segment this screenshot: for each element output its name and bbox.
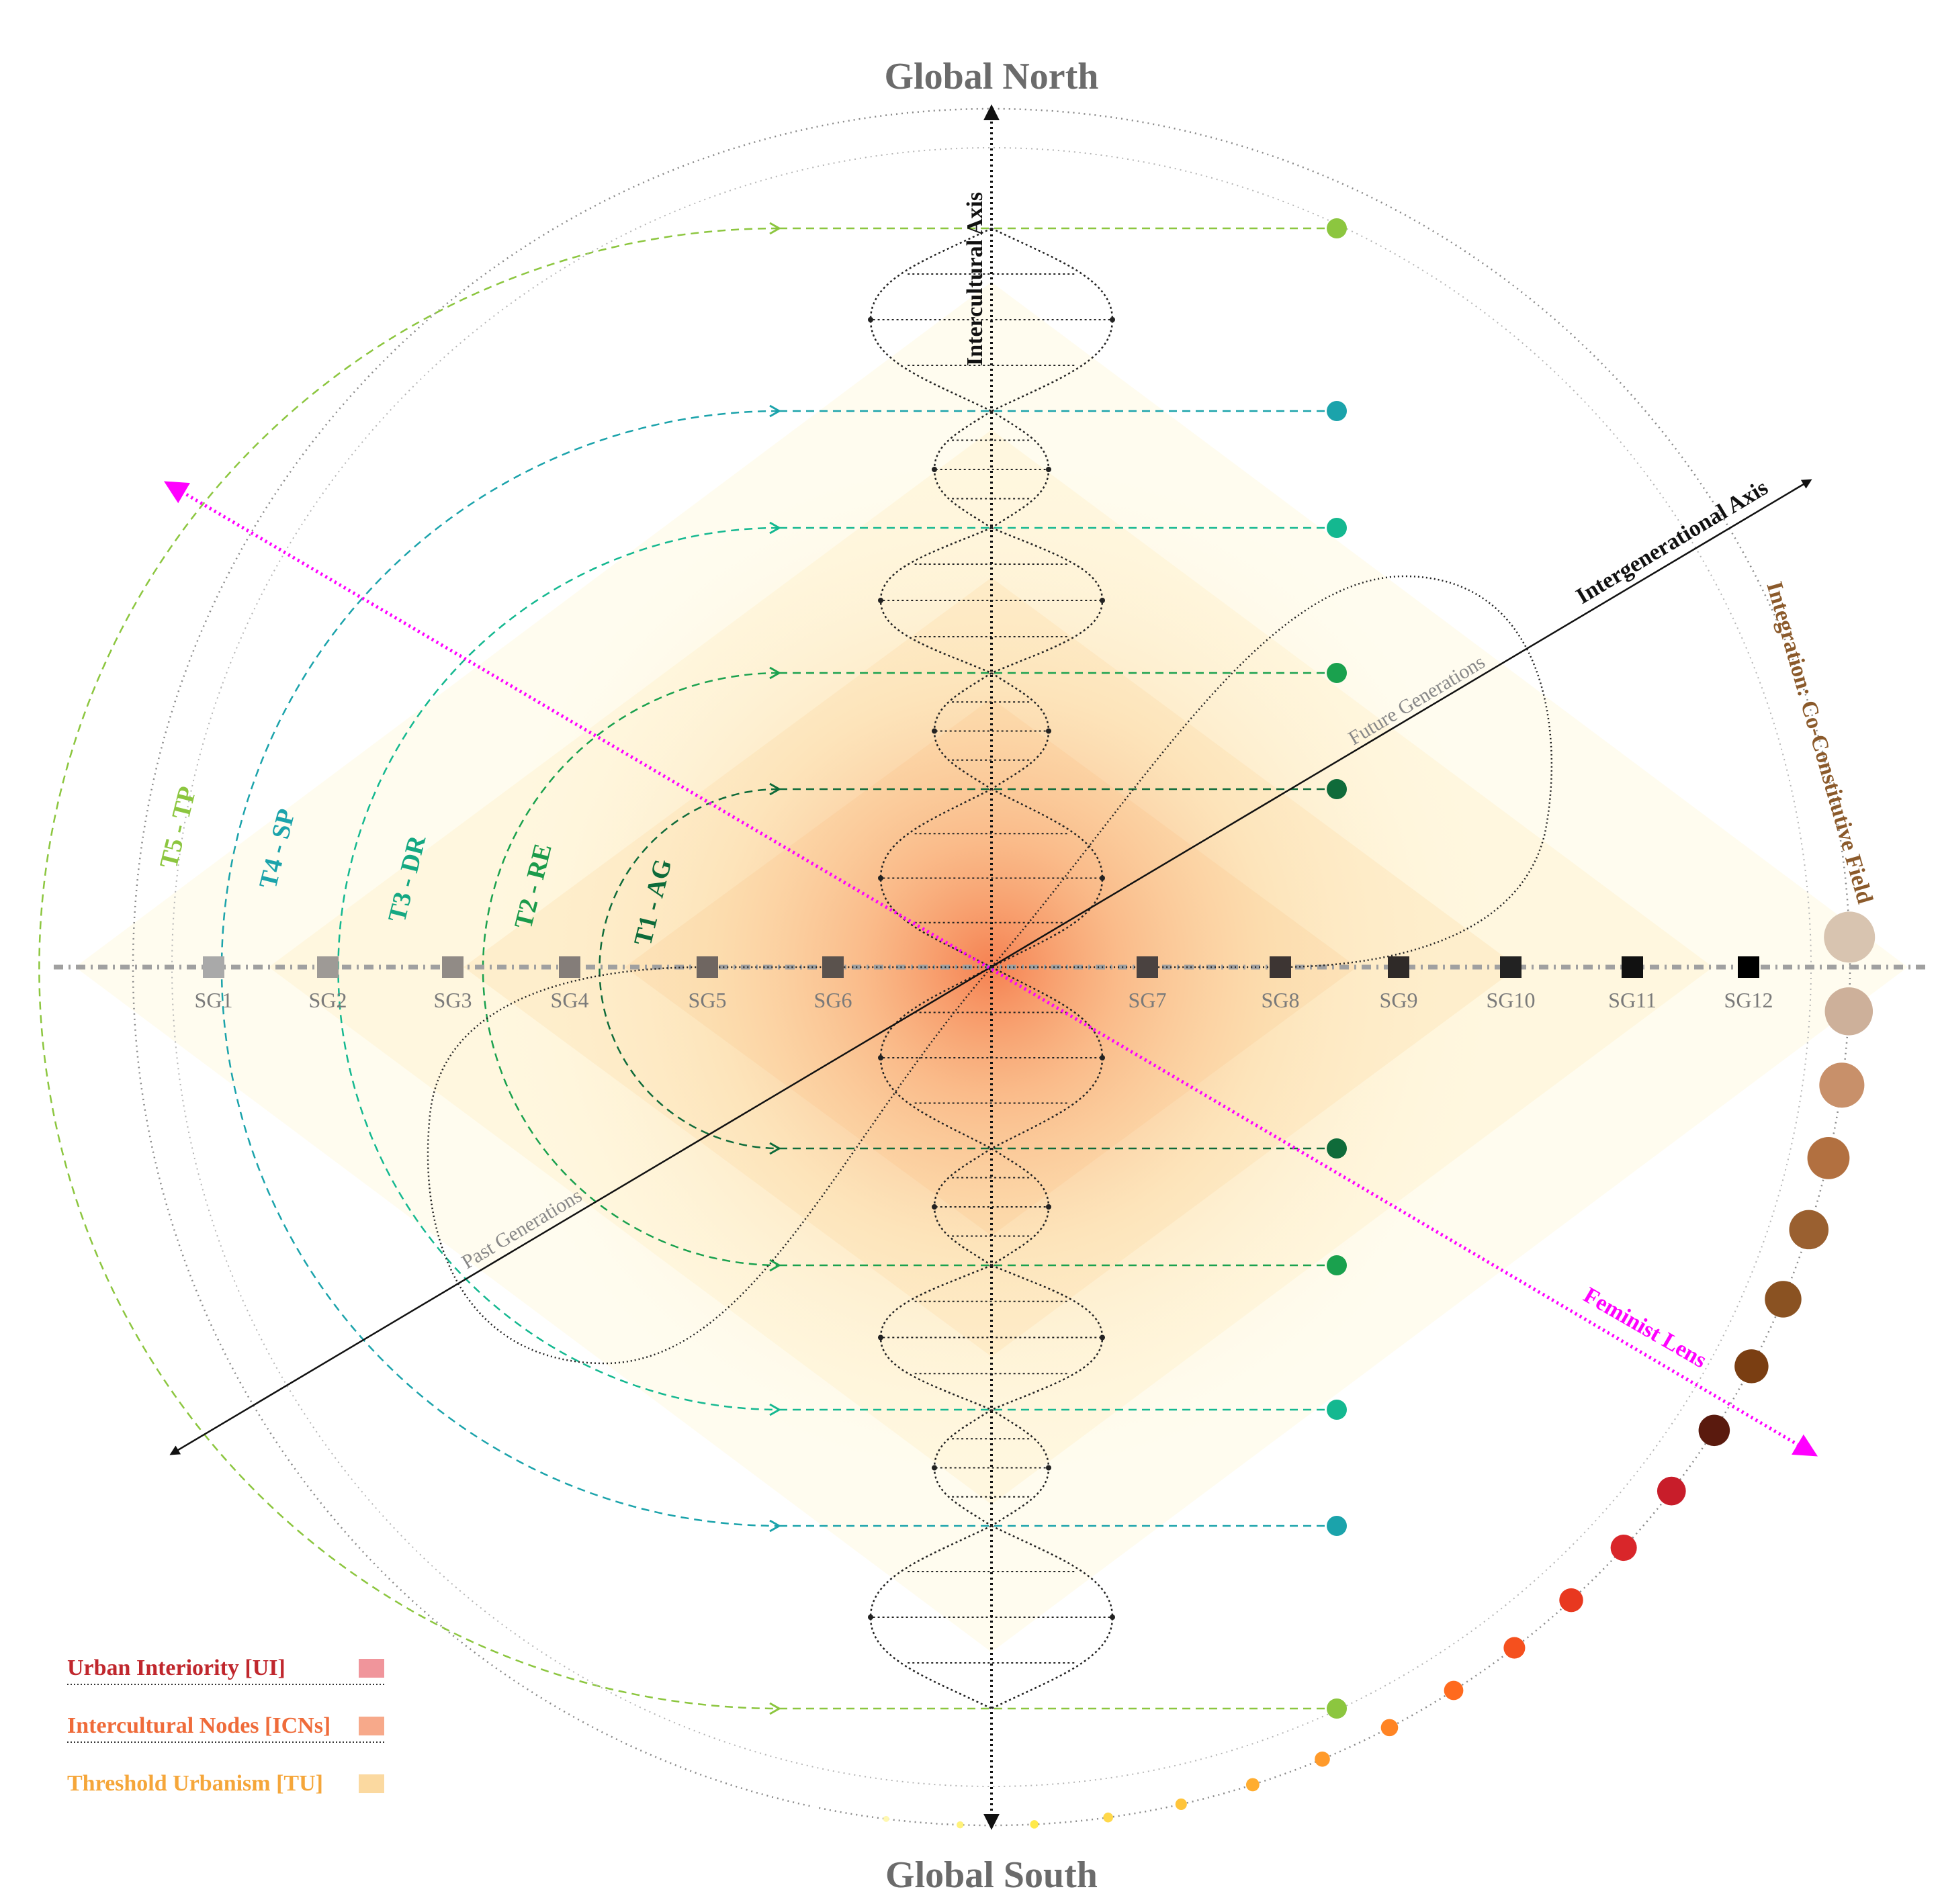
- integration-dot: [1315, 1751, 1330, 1767]
- helix-dot: [1046, 728, 1051, 734]
- sg-label: SG12: [1724, 988, 1773, 1012]
- integration-dot: [1824, 911, 1876, 963]
- integration-dot: [1380, 1719, 1399, 1737]
- helix-dot: [1046, 1465, 1051, 1471]
- integration-dot: [1103, 1812, 1113, 1823]
- sg-label: SG3: [434, 988, 472, 1012]
- sg-label: SG7: [1129, 988, 1167, 1012]
- tier-label-t5: T5 - TP: [155, 784, 202, 871]
- tier-node-dot: [1327, 401, 1347, 421]
- helix-dot: [1046, 1204, 1051, 1210]
- helix-dot: [1100, 875, 1105, 881]
- legend-item-ui: Urban Interiority [UI]: [67, 1656, 384, 1685]
- tier-node-dot: [1327, 218, 1347, 238]
- integration-dot: [810, 1804, 816, 1810]
- sg-marker: [1388, 956, 1409, 978]
- sg-marker: [559, 956, 580, 978]
- intergenerational-axis-label: Intergenerational Axis: [1572, 475, 1772, 609]
- integration-dot: [1245, 1778, 1260, 1792]
- integration-dot: [1698, 1414, 1730, 1447]
- integration-dot: [1765, 1281, 1802, 1318]
- sg-marker: [1270, 956, 1291, 978]
- legend-swatch-tu: [359, 1774, 384, 1793]
- feminist-lens-line: [163, 481, 1818, 1457]
- tier-node-dot: [1327, 663, 1347, 683]
- integration-dot: [1503, 1637, 1526, 1659]
- legend-label-tu: Threshold Urbanism [TU]: [67, 1771, 323, 1796]
- helix-dot: [1100, 1334, 1105, 1341]
- integration-dots: [810, 911, 1876, 1829]
- helix-dot: [1046, 467, 1051, 472]
- sg-label: SG10: [1487, 988, 1536, 1012]
- sg-marker: [1137, 956, 1158, 978]
- tier-node-dot: [1327, 1138, 1347, 1159]
- sg-marker: [697, 956, 718, 978]
- integration-dot: [1559, 1588, 1583, 1613]
- integration-dot: [1175, 1798, 1187, 1810]
- legend-swatch-ui: [359, 1659, 384, 1678]
- integration-dot: [1444, 1680, 1464, 1701]
- integration-dot: [1030, 1820, 1039, 1829]
- tier-node-dot: [1327, 518, 1347, 538]
- legend-swatch-icn: [359, 1717, 384, 1735]
- legend: Urban Interiority [UI] Intercultural Nod…: [67, 1656, 384, 1796]
- sg-label: SG2: [309, 988, 347, 1012]
- sg-marker: [317, 956, 339, 978]
- global-south-label: Global South: [885, 1854, 1098, 1896]
- sg-label: SG9: [1380, 988, 1418, 1012]
- helix-dot: [932, 467, 937, 472]
- sg-marker: [442, 956, 464, 978]
- sg-marker: [1738, 956, 1759, 978]
- intercultural-axis-label: Intercultural Axis: [963, 192, 987, 366]
- sg-marker: [203, 956, 224, 978]
- sg-label: SG5: [689, 988, 727, 1012]
- integration-label: Integration: Co-Constitutive Field: [1761, 579, 1878, 907]
- legend-label-ui: Urban Interiority [UI]: [67, 1656, 285, 1680]
- tier-nodes: [1327, 218, 1347, 1719]
- helix-dot: [878, 598, 883, 603]
- tier-node-dot: [1327, 1255, 1347, 1275]
- legend-label-icn: Intercultural Nodes [ICNs]: [67, 1713, 330, 1738]
- tier-node-dot: [1327, 1516, 1347, 1536]
- legend-item-icn: Intercultural Nodes [ICNs]: [67, 1713, 384, 1743]
- helix-dot: [878, 1055, 883, 1060]
- legend-item-tu: Threshold Urbanism [TU]: [67, 1771, 384, 1796]
- sg-marker: [822, 956, 844, 978]
- helix-dot: [868, 317, 873, 322]
- tier-arc: [38, 227, 780, 1710]
- integration-dot: [1789, 1210, 1829, 1250]
- sg-label: SG1: [195, 988, 233, 1012]
- sg-label: SG11: [1608, 988, 1657, 1012]
- integration-dot: [883, 1815, 889, 1822]
- helix-dot: [878, 1334, 883, 1341]
- helix-dot: [1110, 1615, 1115, 1620]
- sg-label: SG6: [814, 988, 852, 1012]
- integration-dot: [1610, 1535, 1637, 1561]
- integration-dot: [1734, 1349, 1769, 1384]
- integration-dot: [1807, 1136, 1850, 1179]
- tier-node-dot: [1327, 779, 1347, 799]
- helix-dot: [1110, 317, 1115, 322]
- helix-dot: [1100, 1055, 1105, 1060]
- global-north-label: Global North: [885, 56, 1099, 97]
- integration-dot: [1824, 987, 1873, 1036]
- helix-dot: [932, 1465, 937, 1471]
- sg-label: SG4: [551, 988, 589, 1012]
- sg-markers: SG1 SG2 SG3 SG4 SG5 SG6 SG7 SG8 SG9 SG10 SG11 SG12: [195, 956, 1773, 1012]
- integration-dot: [1657, 1476, 1686, 1506]
- tier-node-dot: [1327, 1400, 1347, 1420]
- sg-marker: [1622, 956, 1643, 978]
- sg-label: SG8: [1262, 988, 1300, 1012]
- integration-dot: [1819, 1062, 1865, 1108]
- helix-dot: [868, 1615, 873, 1620]
- helix-dot: [1100, 598, 1105, 603]
- helix-dot: [878, 875, 883, 881]
- sg-marker: [1500, 956, 1522, 978]
- integration-dot: [957, 1821, 964, 1829]
- tier-node-dot: [1327, 1698, 1347, 1719]
